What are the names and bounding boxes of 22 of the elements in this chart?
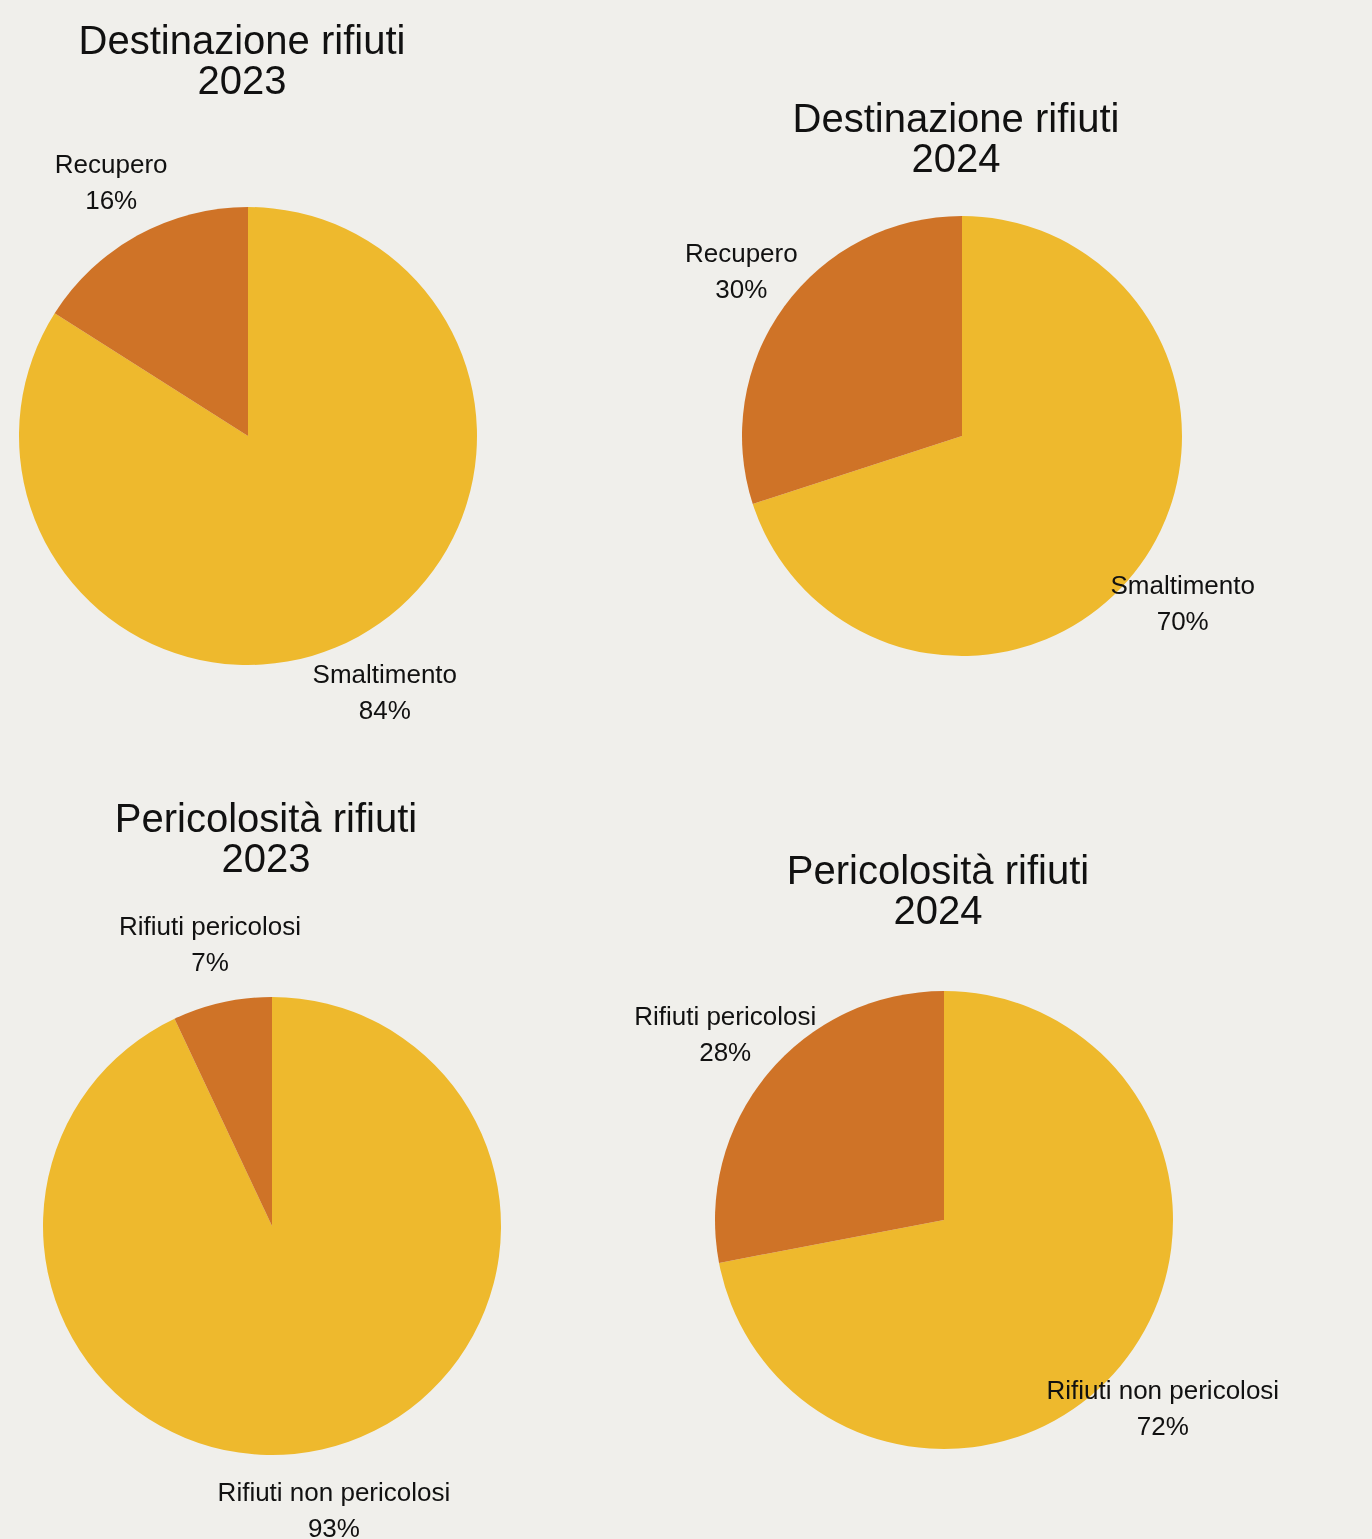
data-label: 7% bbox=[191, 946, 229, 977]
chart-title: Destinazione rifiuti 2024 bbox=[792, 96, 1120, 180]
data-label: 72% bbox=[1136, 1411, 1189, 1441]
slice-label: Rifiuti pericolosi bbox=[634, 1001, 817, 1031]
slice-label: Recupero bbox=[684, 237, 798, 268]
slice-label: Rifiuti non pericolosi bbox=[217, 1477, 451, 1508]
data-label: 70% bbox=[1156, 606, 1209, 637]
pie-slice bbox=[43, 997, 501, 1455]
chart-title: Pericolosità rifiuti 2023 bbox=[114, 796, 418, 880]
slice-label: Rifiuti pericolosi bbox=[119, 910, 302, 941]
slice-label: Recupero bbox=[54, 149, 168, 180]
data-label: 28% bbox=[699, 1037, 752, 1067]
data-label: 30% bbox=[715, 273, 768, 304]
slice-label: Smaltimento bbox=[312, 658, 458, 689]
chart-title: Pericolosità rifiuti 2024 bbox=[786, 848, 1090, 932]
data-label: 16% bbox=[85, 185, 138, 216]
pie-slice bbox=[19, 207, 477, 665]
data-label: 84% bbox=[358, 694, 411, 725]
pie-slice bbox=[174, 997, 272, 1226]
data-label: 93% bbox=[307, 1513, 360, 1539]
pie-slice bbox=[54, 207, 248, 436]
chart-title: Destinazione rifiuti 2023 bbox=[78, 18, 406, 102]
